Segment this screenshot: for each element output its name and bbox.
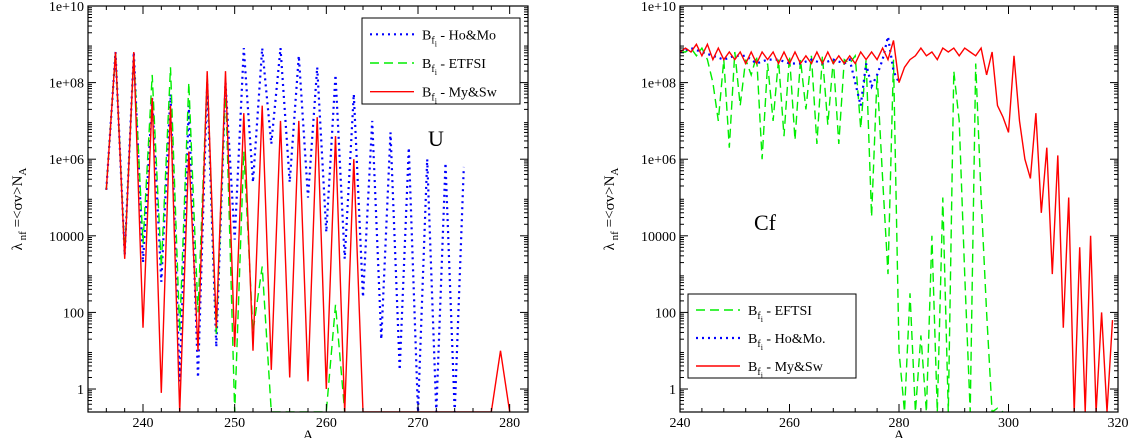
- x-tick-label: 260: [316, 416, 337, 431]
- series-line-2: [680, 40, 1114, 412]
- element-annotation: U: [428, 126, 444, 151]
- y-tick-label: 100: [63, 306, 84, 321]
- element-annotation: Cf: [754, 210, 777, 235]
- x-tick-label: 280: [889, 416, 910, 431]
- x-tick-label: 280: [499, 416, 520, 431]
- y-tick-label: 1e+08: [49, 77, 84, 92]
- legend-box: [361, 17, 521, 105]
- x-tick-label: 300: [998, 416, 1019, 431]
- x-tick-label: 260: [779, 416, 800, 431]
- legend-entry-2: Bfi - My&Sw: [422, 86, 498, 106]
- series-line-1: [680, 36, 900, 106]
- x-tick-label: 240: [670, 416, 691, 431]
- legend: Bfi - Ho&Mo Bfi - ETFSI Bfi - My&Sw: [361, 17, 521, 106]
- y-tick-label: 10000: [49, 230, 84, 245]
- y-axis-label: λ nf =<σv>NA: [602, 168, 621, 251]
- x-tick-label: 320: [1108, 416, 1128, 431]
- x-axis-label: A: [894, 428, 905, 438]
- x-tick-label: 250: [224, 416, 245, 431]
- y-tick-label: 1e+06: [49, 153, 84, 168]
- y-tick-label: 10000: [641, 230, 676, 245]
- legend-entry-1: Bfi - ETFSI: [422, 57, 486, 77]
- series-line-1: [105, 51, 346, 412]
- y-tick-label: 1: [669, 383, 676, 398]
- x-tick-label: 240: [133, 416, 154, 431]
- y-tick-label: 1e+10: [49, 0, 84, 15]
- x-axis-label: A: [303, 428, 314, 438]
- legend-entry-1: Bfi - Ho&Mo.: [748, 332, 826, 352]
- x-tick-label: 270: [408, 416, 429, 431]
- series-line-0: [680, 46, 1004, 412]
- series-line-2: [105, 51, 511, 412]
- legend-entry-2: Bfi - My&Sw: [748, 360, 824, 380]
- legend-entry-0: Bfi - EFTSI: [748, 304, 812, 324]
- y-tick-label: 100: [655, 306, 676, 321]
- y-tick-label: 1e+06: [641, 153, 676, 168]
- legend-entry-0: Bfi - Ho&Mo: [422, 28, 496, 48]
- y-tick-label: 1: [77, 383, 84, 398]
- legend-box: [687, 293, 857, 379]
- y-axis-label: λ nf =<σv>NA: [10, 168, 29, 251]
- chart-californium: 240 260 280 300 320 1 100 10000 1e+06 1e+08 1e+10 A…: [602, 0, 1128, 438]
- y-tick-label: 1e+08: [641, 77, 676, 92]
- y-tick-label: 1e+10: [641, 0, 676, 15]
- series-line-0: [105, 47, 465, 412]
- chart-uranium: 240 250 260 270 280 1 100 10000 1e+06 1e+08 1e+10 A…: [10, 0, 529, 438]
- legend: Bfi - EFTSI Bfi - Ho&Mo. Bfi - My&Sw: [687, 293, 857, 380]
